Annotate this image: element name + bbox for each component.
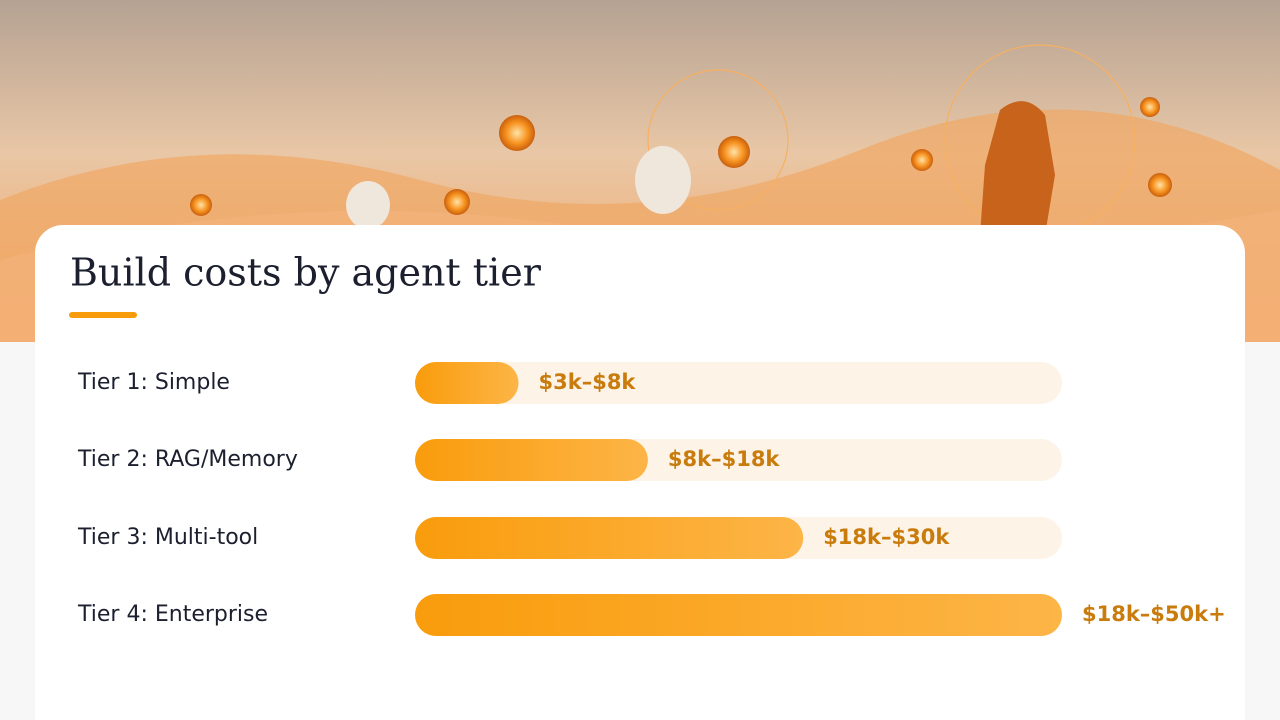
category-label: Tier 4: Enterprise <box>77 602 268 627</box>
value-label: $18k–$50k+ <box>1082 602 1226 626</box>
value-label: $3k–$8k <box>539 370 637 394</box>
value-label: $8k–$18k <box>668 447 781 471</box>
bar <box>415 594 1062 636</box>
value-label: $18k–$30k <box>823 525 950 549</box>
category-label: Tier 3: Multi-tool <box>77 525 258 550</box>
category-label: Tier 1: Simple <box>77 370 230 395</box>
bar <box>415 362 519 404</box>
bar <box>415 517 804 559</box>
bar <box>415 439 648 481</box>
bar-track <box>415 362 1062 404</box>
title-underline <box>69 312 137 318</box>
chart-title: Build costs by agent tier <box>70 251 542 295</box>
category-label: Tier 2: RAG/Memory <box>77 447 298 472</box>
